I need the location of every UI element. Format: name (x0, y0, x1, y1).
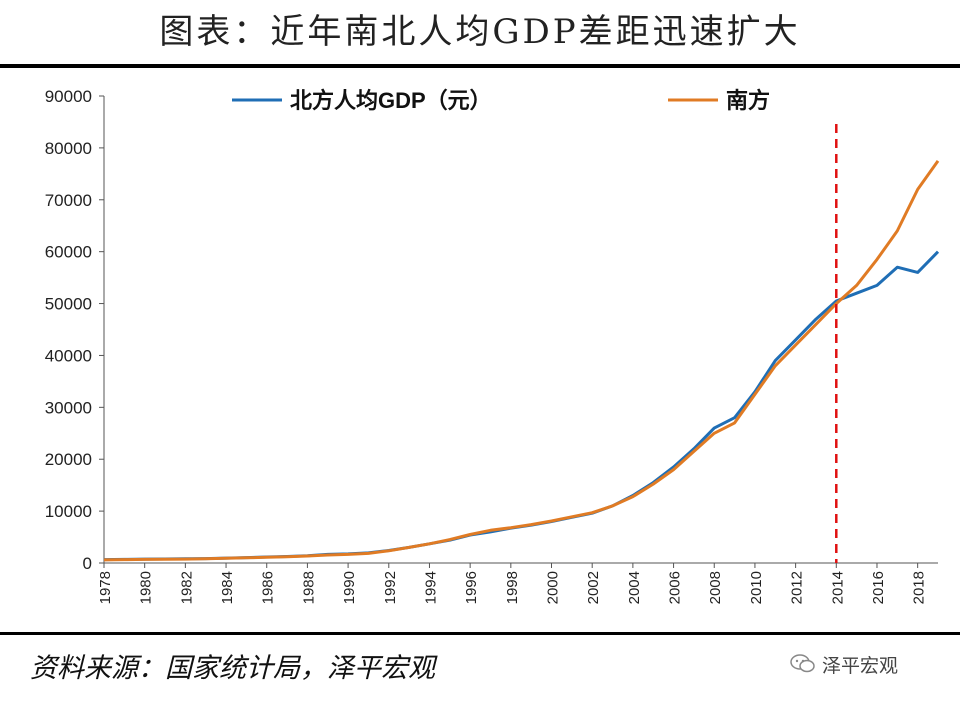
x-tick-label: 1998 (504, 571, 521, 604)
chart-lines (103, 124, 940, 563)
y-tick-label: 60000 (45, 243, 92, 262)
x-tick-label: 1982 (178, 571, 195, 604)
y-tick-label: 80000 (45, 139, 92, 158)
y-tick-label: 40000 (45, 346, 92, 365)
y-tick-label: 50000 (45, 295, 92, 314)
y-tick-label: 10000 (45, 502, 92, 521)
x-tick-label: 2010 (748, 571, 765, 604)
x-tick-label: 2012 (789, 571, 806, 604)
y-tick-label: 90000 (45, 87, 92, 106)
chart-axes (103, 96, 938, 564)
x-tick-label: 1978 (97, 571, 114, 604)
y-tick-label: 0 (83, 554, 92, 573)
x-tick-label: 2008 (707, 571, 724, 604)
line-chart: 0 10000 20000 30000 40000 50000 60000 70000 8000… (45, 87, 940, 604)
legend-label-1: 北方人均GDP（元） (290, 88, 492, 113)
x-tick-label: 1996 (463, 571, 480, 604)
x-tick-label: 2014 (829, 571, 846, 604)
series-line-2 (103, 160, 940, 562)
x-tick-label: 2018 (911, 571, 928, 604)
x-tick-label: 2004 (626, 571, 643, 604)
source-note: 资料来源：国家统计局，泽平宏观 (30, 653, 435, 684)
y-tick-label: 20000 (45, 450, 92, 469)
top-rule (0, 64, 960, 68)
bottom-rule (0, 632, 960, 635)
y-tick-label: 70000 (45, 191, 92, 210)
wechat-icon (790, 654, 815, 673)
x-tick-label: 1990 (341, 571, 358, 604)
x-tick-label: 1992 (382, 571, 399, 604)
x-tick-label: 1986 (260, 571, 277, 604)
legend-label-2: 南方 (726, 88, 770, 113)
x-tick-label: 2016 (870, 571, 887, 604)
series-line-1 (103, 250, 940, 562)
x-tick-label: 1980 (138, 571, 155, 604)
chart-legend: 北方人均GDP（元） 南方 (232, 88, 770, 113)
x-tick-label: 1988 (300, 571, 317, 604)
watermark: 泽平宏观 (790, 652, 899, 677)
chart-ticks: 0 10000 20000 30000 40000 50000 60000 70000 8000… (45, 87, 928, 604)
chart-title: 图表：近年南北人均GDP差距迅速扩大 (159, 12, 801, 52)
x-tick-label: 1984 (219, 571, 236, 604)
x-tick-label: 1994 (422, 571, 439, 604)
watermark-text: 泽平宏观 (822, 654, 899, 677)
x-tick-label: 2006 (667, 571, 684, 604)
x-tick-label: 2002 (585, 571, 602, 604)
y-tick-label: 30000 (45, 398, 92, 417)
x-tick-label: 2000 (545, 571, 562, 604)
